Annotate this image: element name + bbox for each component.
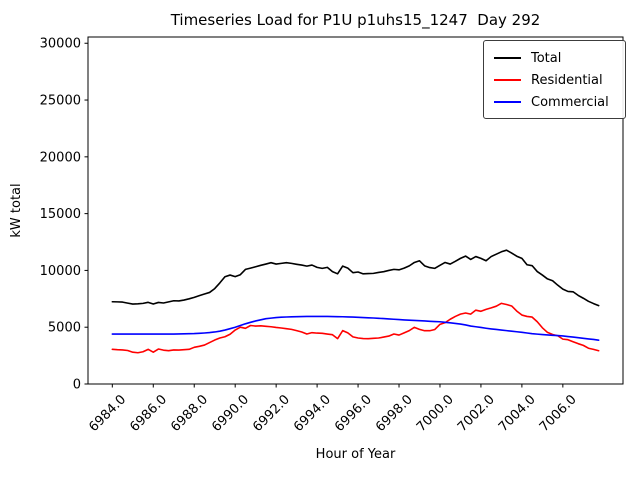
y-tick-label: 0 (73, 378, 81, 393)
legend-line-sample (494, 79, 521, 81)
series-lines (111, 249, 600, 354)
legend-item-residential: Residential (494, 69, 617, 91)
x-tick-label: 7002.0 (455, 392, 498, 435)
legend-label: Commercial (531, 94, 609, 110)
y-tick-label: 20000 (40, 150, 81, 165)
legend-line-sample (494, 57, 521, 59)
legend-line-sample (494, 101, 521, 103)
x-tick-label: 6992.0 (250, 392, 293, 435)
legend-label: Total (531, 50, 562, 66)
x-tick-label: 7004.0 (496, 392, 539, 435)
series-line-commercial (111, 315, 600, 341)
legend: Total Residential Commercial (483, 40, 626, 119)
y-axis-label: kW total (9, 183, 24, 237)
legend-item-total: Total (494, 47, 617, 69)
y-tick-label: 30000 (40, 37, 81, 52)
x-tick-label: 6984.0 (86, 392, 129, 435)
x-tick-label: 6988.0 (168, 392, 211, 435)
y-tick-label: 10000 (40, 264, 81, 279)
series-line-residential (111, 302, 600, 354)
x-tick-label: 6986.0 (127, 392, 170, 435)
y-tick-label: 5000 (48, 321, 81, 336)
legend-item-commercial: Commercial (494, 91, 617, 113)
chart-title: Timeseries Load for P1U p1uhs15_1247 Day… (170, 11, 541, 29)
series-line-total (111, 249, 600, 307)
x-tick-label: 6996.0 (332, 392, 375, 435)
x-tick-label: 7000.0 (414, 392, 457, 435)
y-tick-label: 25000 (40, 94, 81, 109)
x-tick-label: 6990.0 (209, 392, 252, 435)
x-tick-label: 7006.0 (537, 392, 580, 435)
x-tick-label: 6998.0 (373, 392, 416, 435)
x-tick-label: 6994.0 (291, 392, 334, 435)
legend-label: Residential (531, 72, 603, 88)
x-axis-label: Hour of Year (316, 447, 396, 462)
y-tick-label: 15000 (40, 207, 81, 222)
